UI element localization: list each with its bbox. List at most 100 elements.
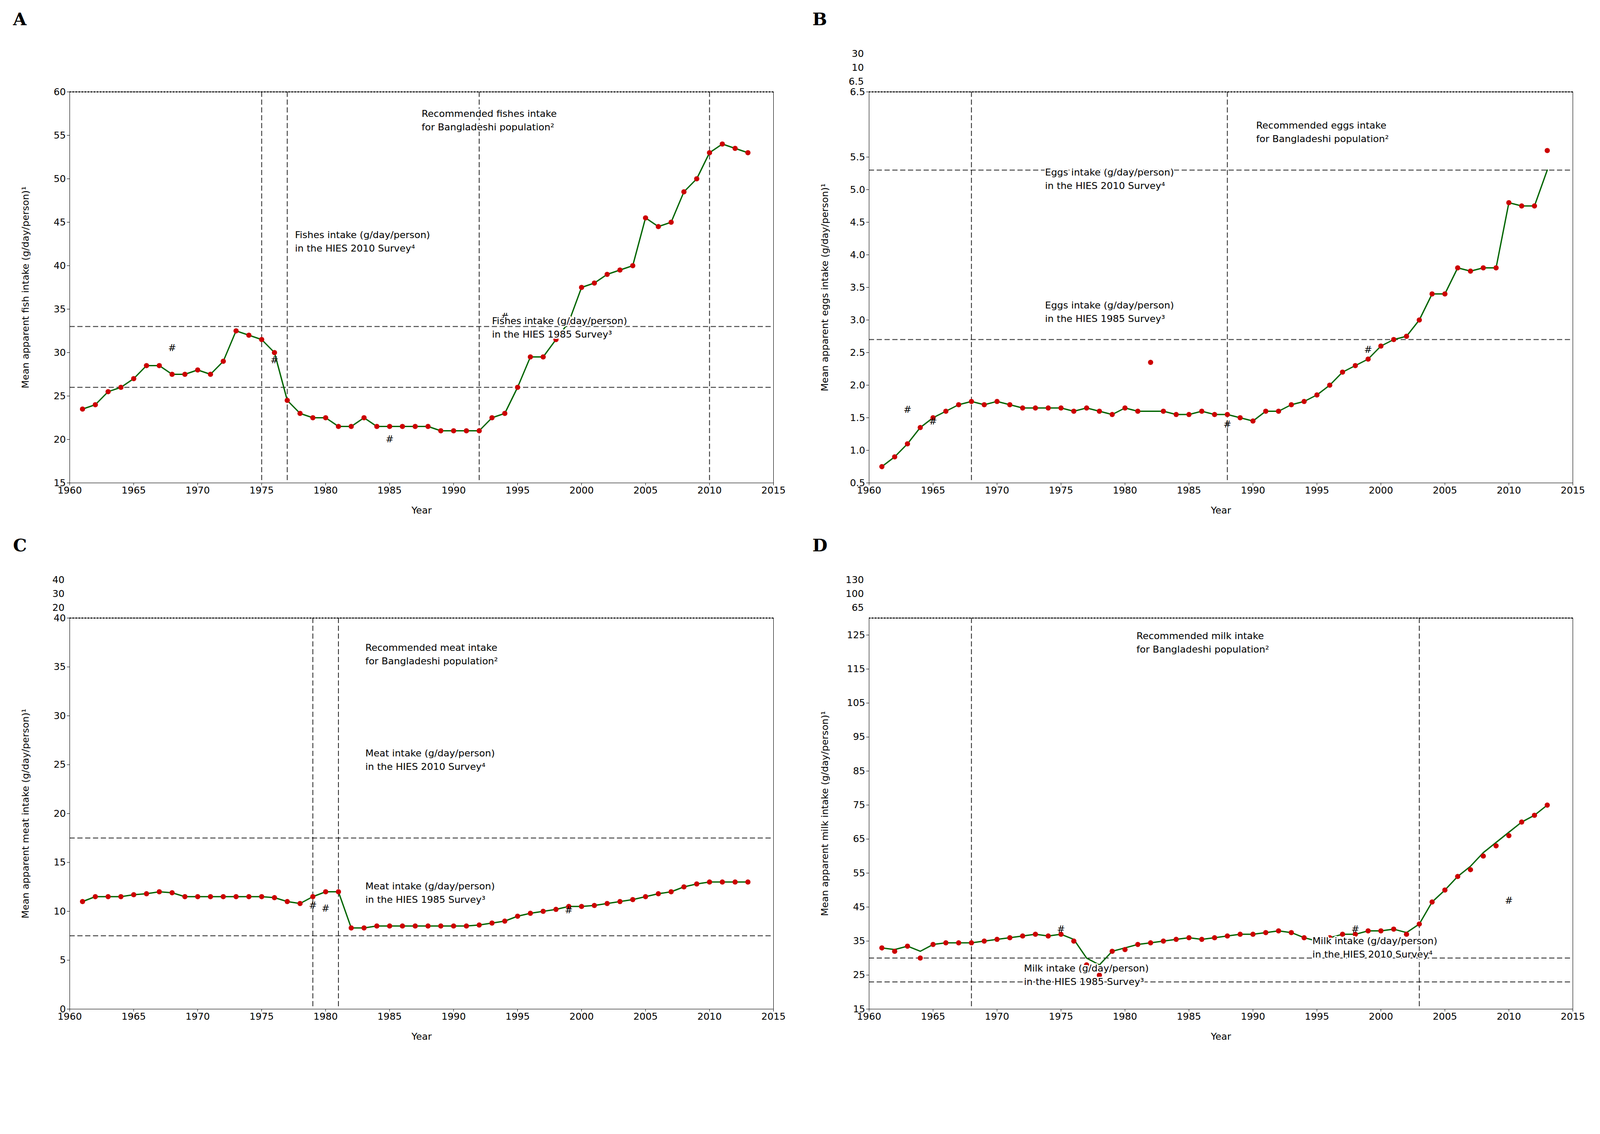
svg-text:Eggs intake (g/day/person)in t: Eggs intake (g/day/person)in the HIES 19… — [1045, 299, 1175, 325]
svg-text:5: 5 — [59, 954, 67, 966]
svg-text:1985: 1985 — [377, 484, 402, 496]
svg-text:1975: 1975 — [1048, 1010, 1074, 1022]
svg-text:40: 40 — [52, 574, 65, 586]
svg-text:1.5: 1.5 — [850, 412, 866, 424]
svg-text:#: # — [1364, 344, 1372, 355]
svg-text:45: 45 — [853, 901, 866, 913]
svg-text:3.5: 3.5 — [850, 281, 866, 293]
svg-text:1995: 1995 — [505, 1010, 530, 1022]
svg-text:1980: 1980 — [313, 484, 338, 496]
svg-text:1980: 1980 — [1113, 484, 1138, 496]
svg-text:1965: 1965 — [121, 484, 146, 496]
svg-text:#: # — [168, 342, 176, 354]
svg-text:1995: 1995 — [505, 484, 530, 496]
svg-text:Milk intake (g/day/person)in t: Milk intake (g/day/person)in the HIES 20… — [1312, 935, 1438, 960]
svg-text:2000: 2000 — [1368, 484, 1394, 496]
svg-text:1970: 1970 — [984, 1010, 1010, 1022]
svg-text:#: # — [1056, 923, 1065, 935]
svg-text:1980: 1980 — [1113, 1010, 1138, 1022]
svg-text:2015: 2015 — [761, 484, 786, 496]
svg-text:2005: 2005 — [1432, 1010, 1458, 1022]
svg-text:1980: 1980 — [313, 1010, 338, 1022]
svg-text:#: # — [1504, 894, 1513, 906]
svg-text:1990: 1990 — [1240, 1010, 1266, 1022]
svg-text:#: # — [308, 899, 317, 911]
svg-text:25: 25 — [853, 969, 866, 981]
svg-text:1960: 1960 — [57, 1010, 83, 1022]
svg-text:1.0: 1.0 — [850, 444, 866, 456]
svg-text:95: 95 — [853, 731, 866, 743]
svg-text:1965: 1965 — [121, 1010, 146, 1022]
svg-text:1965: 1965 — [920, 1010, 946, 1022]
svg-text:2000: 2000 — [569, 484, 594, 496]
svg-text:Fishes intake (g/day/person)in: Fishes intake (g/day/person)in the HIES … — [294, 229, 431, 254]
svg-text:2.5: 2.5 — [850, 347, 866, 358]
svg-text:2010: 2010 — [1496, 484, 1521, 496]
svg-text:115: 115 — [847, 663, 866, 675]
svg-text:1960: 1960 — [57, 484, 83, 496]
svg-text:2015: 2015 — [761, 1010, 786, 1022]
svg-text:#: # — [1223, 418, 1232, 430]
svg-text:1975: 1975 — [1048, 484, 1074, 496]
svg-text:20: 20 — [52, 602, 65, 613]
svg-text:2010: 2010 — [1496, 1010, 1521, 1022]
svg-text:65: 65 — [851, 602, 865, 613]
svg-text:40: 40 — [53, 612, 67, 624]
svg-text:1970: 1970 — [185, 484, 210, 496]
svg-text:Recommended milk intakefor Ban: Recommended milk intakefor Bangladeshi p… — [1136, 630, 1269, 655]
svg-text:Eggs intake (g/day/person)in t: Eggs intake (g/day/person)in the HIES 20… — [1045, 166, 1175, 192]
svg-text:55: 55 — [53, 129, 67, 141]
svg-text:130: 130 — [845, 574, 865, 586]
svg-text:4.5: 4.5 — [850, 216, 866, 228]
svg-text:2005: 2005 — [633, 1010, 658, 1022]
svg-text:1975: 1975 — [249, 1010, 274, 1022]
svg-text:30: 30 — [851, 48, 865, 60]
svg-text:6.5: 6.5 — [848, 76, 865, 87]
svg-text:35: 35 — [53, 303, 67, 315]
svg-text:1995: 1995 — [1304, 1010, 1329, 1022]
svg-text:6.5: 6.5 — [850, 86, 866, 98]
svg-text:Recommended meat intakefor Ban: Recommended meat intakefor Bangladeshi p… — [365, 642, 498, 667]
svg-text:2015: 2015 — [1560, 484, 1586, 496]
svg-text:2010: 2010 — [697, 484, 722, 496]
svg-text:2005: 2005 — [1432, 484, 1458, 496]
svg-text:2000: 2000 — [1368, 1010, 1394, 1022]
svg-text:5.5: 5.5 — [850, 151, 866, 163]
svg-text:20: 20 — [53, 808, 67, 819]
svg-text:2000: 2000 — [569, 1010, 594, 1022]
svg-text:1995: 1995 — [1304, 484, 1329, 496]
svg-text:30: 30 — [53, 347, 67, 358]
svg-text:30: 30 — [53, 710, 67, 722]
svg-text:Milk intake (g/day/person)in t: Milk intake (g/day/person)in the HIES 19… — [1023, 962, 1149, 988]
svg-text:100: 100 — [845, 588, 865, 600]
svg-text:#: # — [929, 415, 938, 427]
svg-text:75: 75 — [853, 799, 866, 811]
svg-text:#: # — [1351, 923, 1360, 935]
svg-text:25: 25 — [53, 390, 67, 402]
svg-text:1985: 1985 — [1176, 484, 1202, 496]
svg-text:10: 10 — [53, 905, 67, 917]
svg-text:1960: 1960 — [857, 484, 882, 496]
svg-text:2010: 2010 — [697, 1010, 722, 1022]
svg-text:#: # — [564, 904, 573, 916]
svg-text:15: 15 — [53, 856, 67, 868]
svg-text:20: 20 — [53, 433, 67, 445]
svg-text:1965: 1965 — [920, 484, 946, 496]
svg-text:1990: 1990 — [441, 484, 466, 496]
svg-text:1990: 1990 — [1240, 484, 1266, 496]
svg-text:#: # — [321, 902, 330, 914]
svg-text:Year: Year — [410, 1030, 433, 1042]
svg-text:125: 125 — [847, 629, 866, 641]
svg-text:4.0: 4.0 — [850, 249, 866, 261]
svg-text:Year: Year — [1210, 504, 1232, 516]
svg-text:25: 25 — [53, 758, 67, 770]
svg-text:1970: 1970 — [185, 1010, 210, 1022]
svg-text:Recommended fishes intakefor B: Recommended fishes intakefor Bangladeshi… — [421, 108, 557, 133]
svg-text:50: 50 — [53, 173, 67, 185]
svg-text:#: # — [385, 433, 394, 445]
svg-text:1990: 1990 — [441, 1010, 466, 1022]
svg-text:Mean apparent milk intake (g/d: Mean apparent milk intake (g/day/person)… — [819, 710, 831, 916]
svg-text:30: 30 — [52, 588, 65, 600]
svg-text:2.0: 2.0 — [850, 379, 866, 391]
svg-text:105: 105 — [847, 697, 866, 709]
